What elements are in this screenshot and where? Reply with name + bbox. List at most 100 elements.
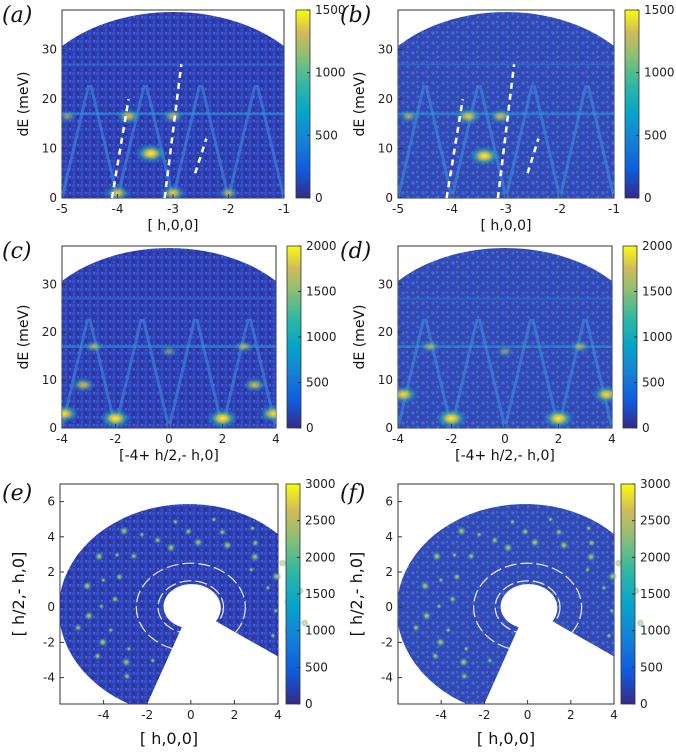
panel-letter: (f) (340, 481, 365, 506)
intensity-spot (130, 552, 138, 560)
x-tick-label: 0 (165, 432, 173, 446)
panel-letter: (a) (2, 3, 32, 28)
intensity-spot (166, 543, 176, 553)
x-tick-label: 4 (608, 432, 616, 446)
intensity-spot (94, 551, 104, 561)
intensity-hotspot (420, 340, 441, 354)
intensity-spot (555, 528, 563, 536)
intensity-spot (476, 532, 482, 538)
y-tick-label: 6 (385, 495, 393, 509)
intensity-spot (586, 525, 592, 531)
intensity-hotspot (496, 345, 515, 357)
y-tick-label: 0 (385, 421, 393, 435)
intensity-hotspot (398, 110, 419, 124)
colorbar-tick-label: 0 (644, 191, 652, 205)
colorbar-tick-label: 2500 (640, 514, 671, 528)
intensity-spot (449, 595, 457, 603)
y-tick-label: -4 (381, 671, 393, 685)
intensity-hotspot (116, 108, 142, 125)
intensity-spot (436, 603, 442, 609)
y-tick-label: 30 (42, 277, 57, 291)
y-tick-label: 4 (385, 530, 393, 544)
colorbar-tick-label: 2500 (305, 514, 336, 528)
colorbar-tick-label: 1000 (306, 330, 337, 344)
y-axis-label: dE (meV) (16, 72, 32, 137)
panel-e: -4 -2 0 2 4-4-20246[ h,0,0][ h/2,- h,0](e)05… (2, 477, 336, 748)
intensity-hotspot (569, 340, 590, 354)
intensity-spot (193, 537, 203, 547)
x-tick-label: -2 (141, 708, 153, 722)
x-axis-label: [-4+ h/2,- h,0] (455, 448, 555, 464)
y-tick-label: 2 (47, 565, 55, 579)
panel-f: -4 -2 0 2 4-4-20246[ h,0,0][ h/2,- h,0](f)05… (340, 477, 671, 748)
y-tick-label: 30 (42, 43, 57, 57)
panel-letter: (b) (340, 3, 371, 28)
colorbar-tick-label: 1500 (305, 587, 336, 601)
y-axis-label: dE (meV) (352, 305, 368, 370)
intensity-hotspot (233, 340, 254, 354)
intensity-spot (250, 552, 260, 562)
x-tick-label: 0 (187, 708, 195, 722)
intensity-spot (463, 646, 469, 652)
y-axis-label: dE (meV) (16, 305, 32, 370)
intensity-spot (279, 559, 287, 567)
intensity-spot (585, 567, 591, 573)
x-axis-label: [ h,0,0] (140, 729, 198, 748)
intensity-spot (251, 539, 259, 547)
intensity-spot (150, 658, 156, 664)
intensity-spot (248, 567, 254, 573)
x-tick-label: 2 (555, 432, 563, 446)
intensity-spot (121, 657, 131, 667)
x-tick-label: 4 (272, 432, 280, 446)
y-axis-label: dE (meV) (352, 72, 368, 137)
intensity-spot (154, 536, 162, 544)
y-tick-label: 30 (378, 277, 393, 291)
intensity-spot (420, 581, 430, 591)
heatmap (36, 246, 301, 428)
heatmap (35, 10, 310, 202)
intensity-spot (265, 585, 271, 591)
intensity-hotspot (259, 404, 289, 423)
intensity-hotspot (135, 143, 167, 163)
x-tick-label: -1 (608, 202, 620, 216)
heatmap (372, 10, 640, 198)
x-tick-label: -3 (167, 202, 179, 216)
y-tick-label: 0 (385, 191, 393, 205)
intensity-hotspot (468, 146, 500, 166)
intensity-spot (108, 627, 114, 633)
x-tick-label: -4 (435, 708, 447, 722)
x-tick-label: 2 (231, 708, 239, 722)
intensity-hotspot (455, 108, 482, 125)
intensity-spot (84, 611, 94, 621)
intensity-spot (509, 519, 515, 525)
y-tick-label: 20 (378, 325, 393, 339)
intensity-hotspot (58, 110, 78, 123)
y-tick-label: 4 (47, 530, 55, 544)
x-tick-label: -4 (112, 202, 124, 216)
intensity-spot (412, 624, 420, 632)
colorbar-tick-label: 500 (644, 128, 667, 142)
colorbar-tick-label: 1000 (644, 66, 675, 80)
intensity-spot (249, 525, 255, 531)
intensity-spot (530, 537, 540, 547)
intensity-hotspot (389, 385, 419, 404)
colorbar (625, 10, 639, 198)
x-tick-label: 0 (524, 708, 532, 722)
intensity-spot (126, 646, 132, 652)
colorbar-tick-label: 0 (315, 191, 323, 205)
colorbar-tick-label: 1000 (642, 330, 673, 344)
intensity-spot (222, 540, 232, 550)
y-tick-label: -2 (381, 635, 393, 649)
colorbar-tick-label: 0 (640, 697, 648, 711)
x-axis-label: [-4+ h/2,- h,0] (119, 448, 219, 464)
colorbar-tick-label: 1500 (306, 285, 337, 299)
intensity-spot (98, 637, 108, 647)
x-tick-label: 2 (567, 708, 575, 722)
intensity-spot (487, 658, 493, 664)
intensity-hotspot (84, 340, 105, 354)
y-tick-label: 10 (378, 373, 393, 387)
colorbar-tick-label: 0 (306, 421, 314, 435)
x-tick-label: -5 (56, 202, 68, 216)
intensity-spot (587, 539, 595, 547)
